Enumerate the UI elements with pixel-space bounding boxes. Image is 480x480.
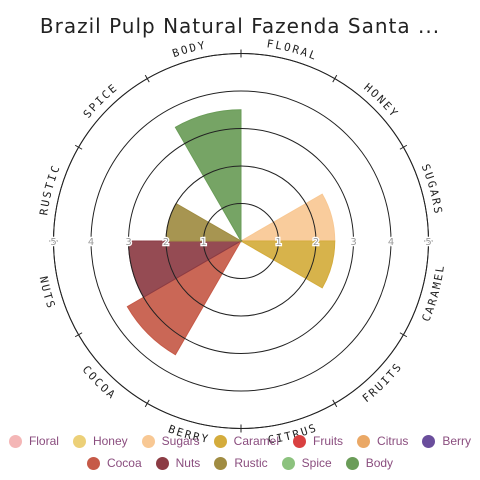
legend-label: Caramel [233,434,280,448]
ring-label: 5 [425,237,431,248]
legend: Floral Honey Sugars Caramel Fruits Citrus Berr… [0,430,480,474]
ring-label: 4 [388,237,394,248]
legend-item-sugars[interactable]: Sugars [141,434,200,448]
legend-swatch [141,434,155,448]
legend-label: Citrus [377,434,409,448]
legend-label: Berry [442,434,472,448]
boundary-tick [74,332,83,338]
legend-swatch [72,434,86,448]
ring-4 [90,90,392,392]
boundary-tick [399,144,408,150]
legend-item-rustic[interactable]: Rustic [214,456,268,470]
legend-swatch [214,456,228,470]
boundary-tick [74,144,83,150]
legend-label: Sugars [161,434,200,448]
legend-swatch [293,434,307,448]
category-label-spice: SPICE [81,81,121,121]
sector-caramel [239,240,336,289]
legend-item-spice[interactable]: Spice [281,456,332,470]
ring-label: 4 [88,237,94,248]
sector-cocoa [126,239,243,356]
boundary-tick [332,399,338,408]
category-label-fruits: FRUITS [360,360,405,405]
category-label-floral: FLORAL [266,37,320,63]
legend-item-berry[interactable]: Berry [422,434,471,448]
legend-item-citrus[interactable]: Citrus [357,434,408,448]
category-label-caramel: CARAMEL [419,263,447,324]
ring-1 [203,203,279,279]
ring-label: 2 [163,237,169,248]
ring-label-layer: 1 1 2 2 3 3 4 4 5 5 [49,236,433,250]
ring-layer [49,49,433,433]
chart-title: Brazil Pulp Natural Fazenda Santa ... [39,14,441,38]
legend-item-cocoa[interactable]: Cocoa [86,456,142,470]
legend-swatch [281,456,295,470]
legend-label: Spice [301,456,332,470]
legend-item-caramel[interactable]: Caramel [213,434,280,448]
ring-3 [128,128,354,354]
legend-swatch [86,456,100,470]
category-label-nuts: NUTS [37,275,58,311]
ring-label: 1 [275,237,281,248]
legend-label: Floral [28,434,59,448]
ring-label: 3 [350,237,356,248]
legend-swatch [345,456,359,470]
legend-label: Nuts [175,456,201,470]
legend-swatch [213,434,227,448]
legend-label: Honey [92,434,128,448]
ring-label: 2 [313,237,319,248]
boundary-tick [144,399,150,408]
ring-label: 3 [125,237,131,248]
sector-sugars [239,193,336,242]
legend-item-nuts[interactable]: Nuts [155,456,201,470]
legend-label: Fruits [313,434,344,448]
legend-swatch [422,434,436,448]
category-label-honey: HONEY [361,81,401,121]
legend-item-fruits[interactable]: Fruits [293,434,343,448]
legend-label: Rustic [234,456,268,470]
legend-item-body[interactable]: Body [345,456,394,470]
sector-body [174,109,242,243]
legend-row: Cocoa Nuts Rustic Spice Body [0,452,480,474]
legend-item-floral[interactable]: Floral [8,434,59,448]
boundary-tick [399,332,408,338]
legend-swatch [8,434,22,448]
boundary-tick [332,74,338,83]
category-label-rustic: RUSTIC [37,162,63,216]
legend-label: Body [365,456,394,470]
legend-item-honey[interactable]: Honey [72,434,128,448]
legend-label: Cocoa [106,456,142,470]
category-label-cocoa: COCOA [80,363,119,402]
category-label-sugars: SUGARS [419,162,445,216]
legend-row: Floral Honey Sugars Caramel Fruits Citrus Berr… [0,430,480,452]
ring-label: 5 [50,237,56,248]
ring-2 [165,165,317,317]
category-label-body: BODY [171,39,208,61]
ring-label: 1 [200,237,206,248]
boundary-tick [144,74,150,83]
legend-swatch [357,434,371,448]
legend-swatch [155,456,169,470]
